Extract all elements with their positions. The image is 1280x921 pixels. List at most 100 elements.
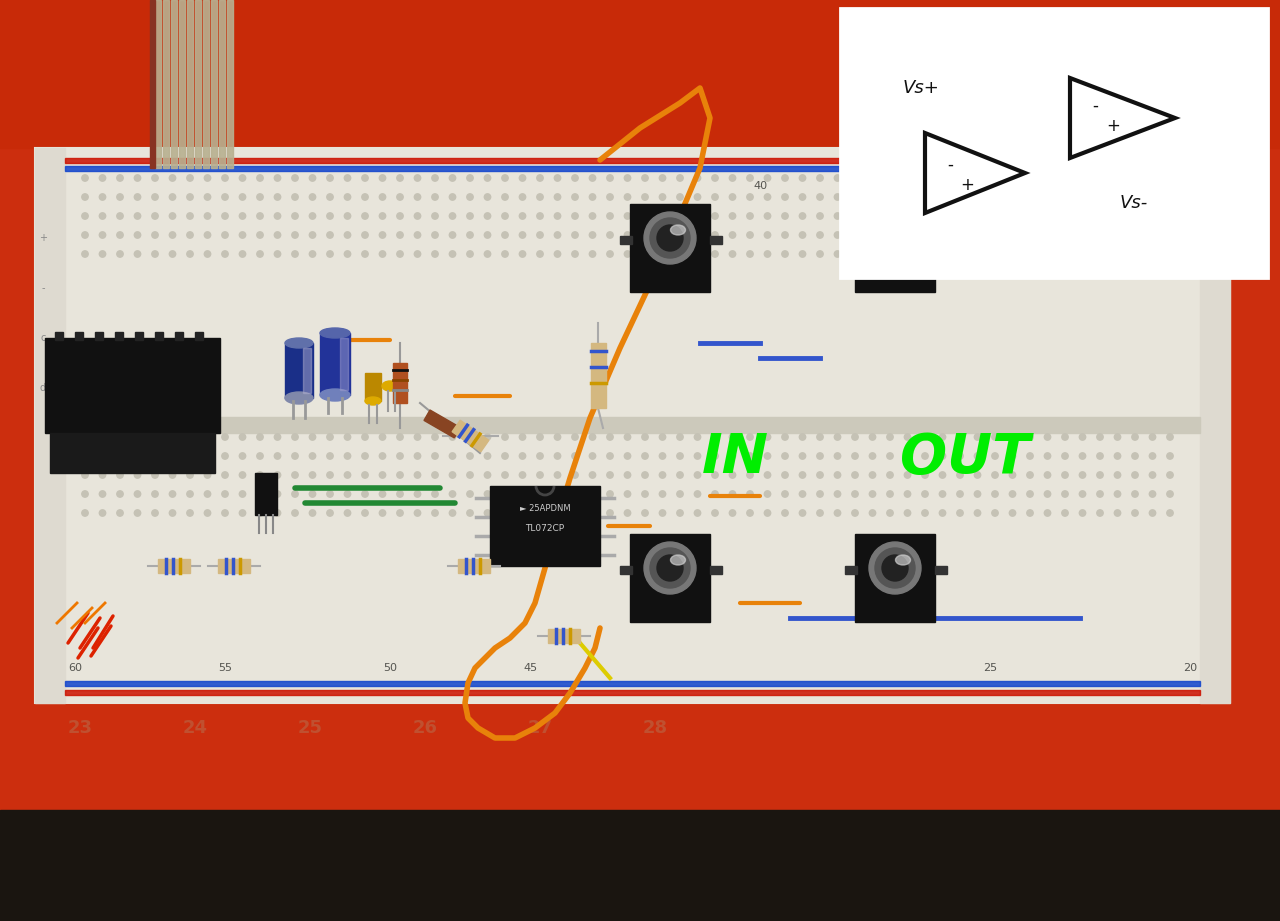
Circle shape bbox=[922, 175, 928, 181]
Circle shape bbox=[1132, 472, 1138, 478]
Circle shape bbox=[625, 453, 631, 460]
Circle shape bbox=[869, 193, 876, 200]
Circle shape bbox=[659, 434, 666, 440]
Circle shape bbox=[1167, 453, 1174, 460]
Circle shape bbox=[536, 251, 543, 257]
Circle shape bbox=[134, 193, 141, 200]
Circle shape bbox=[274, 510, 280, 516]
Circle shape bbox=[746, 453, 753, 460]
Circle shape bbox=[1027, 193, 1033, 200]
Circle shape bbox=[449, 251, 456, 257]
Circle shape bbox=[152, 472, 159, 478]
Text: 25: 25 bbox=[983, 181, 997, 191]
Bar bbox=[163, 0, 169, 168]
Circle shape bbox=[82, 232, 88, 239]
Circle shape bbox=[992, 175, 998, 181]
Circle shape bbox=[1149, 175, 1156, 181]
Circle shape bbox=[572, 232, 579, 239]
Circle shape bbox=[520, 175, 526, 181]
Circle shape bbox=[187, 232, 193, 239]
Text: 55: 55 bbox=[218, 663, 232, 673]
Circle shape bbox=[992, 453, 998, 460]
Circle shape bbox=[221, 232, 228, 239]
Bar bbox=[285, 343, 314, 398]
Bar bbox=[204, 0, 209, 168]
Circle shape bbox=[589, 453, 595, 460]
Circle shape bbox=[310, 453, 316, 460]
Circle shape bbox=[379, 193, 385, 200]
Circle shape bbox=[326, 472, 333, 478]
Circle shape bbox=[379, 491, 385, 497]
Circle shape bbox=[922, 213, 928, 219]
Circle shape bbox=[310, 434, 316, 440]
Circle shape bbox=[1062, 213, 1069, 219]
Circle shape bbox=[467, 491, 474, 497]
Circle shape bbox=[922, 491, 928, 497]
Circle shape bbox=[536, 213, 543, 219]
Circle shape bbox=[100, 472, 106, 478]
Bar bbox=[490, 486, 600, 566]
Text: 28: 28 bbox=[643, 719, 668, 737]
Circle shape bbox=[82, 175, 88, 181]
Circle shape bbox=[205, 175, 211, 181]
Circle shape bbox=[502, 434, 508, 440]
Circle shape bbox=[607, 434, 613, 440]
Circle shape bbox=[694, 213, 700, 219]
Bar bbox=[195, 332, 204, 340]
Circle shape bbox=[274, 434, 280, 440]
Circle shape bbox=[712, 193, 718, 200]
Circle shape bbox=[257, 213, 264, 219]
Circle shape bbox=[851, 251, 858, 257]
Circle shape bbox=[344, 193, 351, 200]
Circle shape bbox=[484, 213, 490, 219]
Bar bbox=[115, 332, 123, 340]
Circle shape bbox=[415, 510, 421, 516]
Circle shape bbox=[397, 251, 403, 257]
Circle shape bbox=[1115, 510, 1121, 516]
Text: 24: 24 bbox=[183, 719, 207, 737]
Circle shape bbox=[940, 434, 946, 440]
Circle shape bbox=[1167, 472, 1174, 478]
Bar bbox=[76, 332, 83, 340]
Circle shape bbox=[572, 213, 579, 219]
Circle shape bbox=[100, 175, 106, 181]
Circle shape bbox=[835, 232, 841, 239]
Text: 27: 27 bbox=[527, 719, 553, 737]
Circle shape bbox=[484, 193, 490, 200]
Circle shape bbox=[1132, 175, 1138, 181]
Circle shape bbox=[817, 251, 823, 257]
Circle shape bbox=[625, 472, 631, 478]
Circle shape bbox=[362, 251, 369, 257]
Circle shape bbox=[449, 213, 456, 219]
Circle shape bbox=[1167, 251, 1174, 257]
Circle shape bbox=[1097, 213, 1103, 219]
Circle shape bbox=[274, 213, 280, 219]
Circle shape bbox=[782, 193, 788, 200]
Circle shape bbox=[116, 251, 123, 257]
Circle shape bbox=[449, 491, 456, 497]
Bar bbox=[365, 373, 381, 401]
Circle shape bbox=[782, 453, 788, 460]
Circle shape bbox=[817, 510, 823, 516]
Circle shape bbox=[326, 232, 333, 239]
Circle shape bbox=[1097, 251, 1103, 257]
Text: -: - bbox=[947, 156, 952, 174]
Circle shape bbox=[152, 434, 159, 440]
Circle shape bbox=[1027, 175, 1033, 181]
Circle shape bbox=[1132, 213, 1138, 219]
Circle shape bbox=[1044, 491, 1051, 497]
Circle shape bbox=[1062, 175, 1069, 181]
Circle shape bbox=[362, 491, 369, 497]
Circle shape bbox=[1115, 472, 1121, 478]
Circle shape bbox=[134, 213, 141, 219]
Circle shape bbox=[1115, 434, 1121, 440]
Bar bbox=[35, 148, 1230, 703]
Circle shape bbox=[677, 193, 684, 200]
Circle shape bbox=[431, 491, 438, 497]
Circle shape bbox=[1079, 510, 1085, 516]
Circle shape bbox=[449, 472, 456, 478]
Circle shape bbox=[904, 510, 910, 516]
Circle shape bbox=[940, 251, 946, 257]
Text: +: + bbox=[960, 176, 974, 194]
Circle shape bbox=[607, 251, 613, 257]
